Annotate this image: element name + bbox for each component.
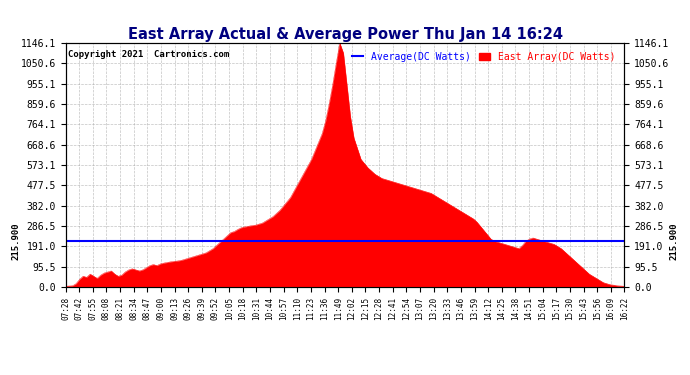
Text: Copyright 2021  Cartronics.com: Copyright 2021 Cartronics.com — [68, 51, 230, 59]
Title: East Array Actual & Average Power Thu Jan 14 16:24: East Array Actual & Average Power Thu Ja… — [128, 27, 562, 42]
Text: 215.900: 215.900 — [669, 222, 678, 260]
Text: 215.900: 215.900 — [12, 222, 21, 260]
Legend: Average(DC Watts), East Array(DC Watts): Average(DC Watts), East Array(DC Watts) — [348, 48, 620, 66]
